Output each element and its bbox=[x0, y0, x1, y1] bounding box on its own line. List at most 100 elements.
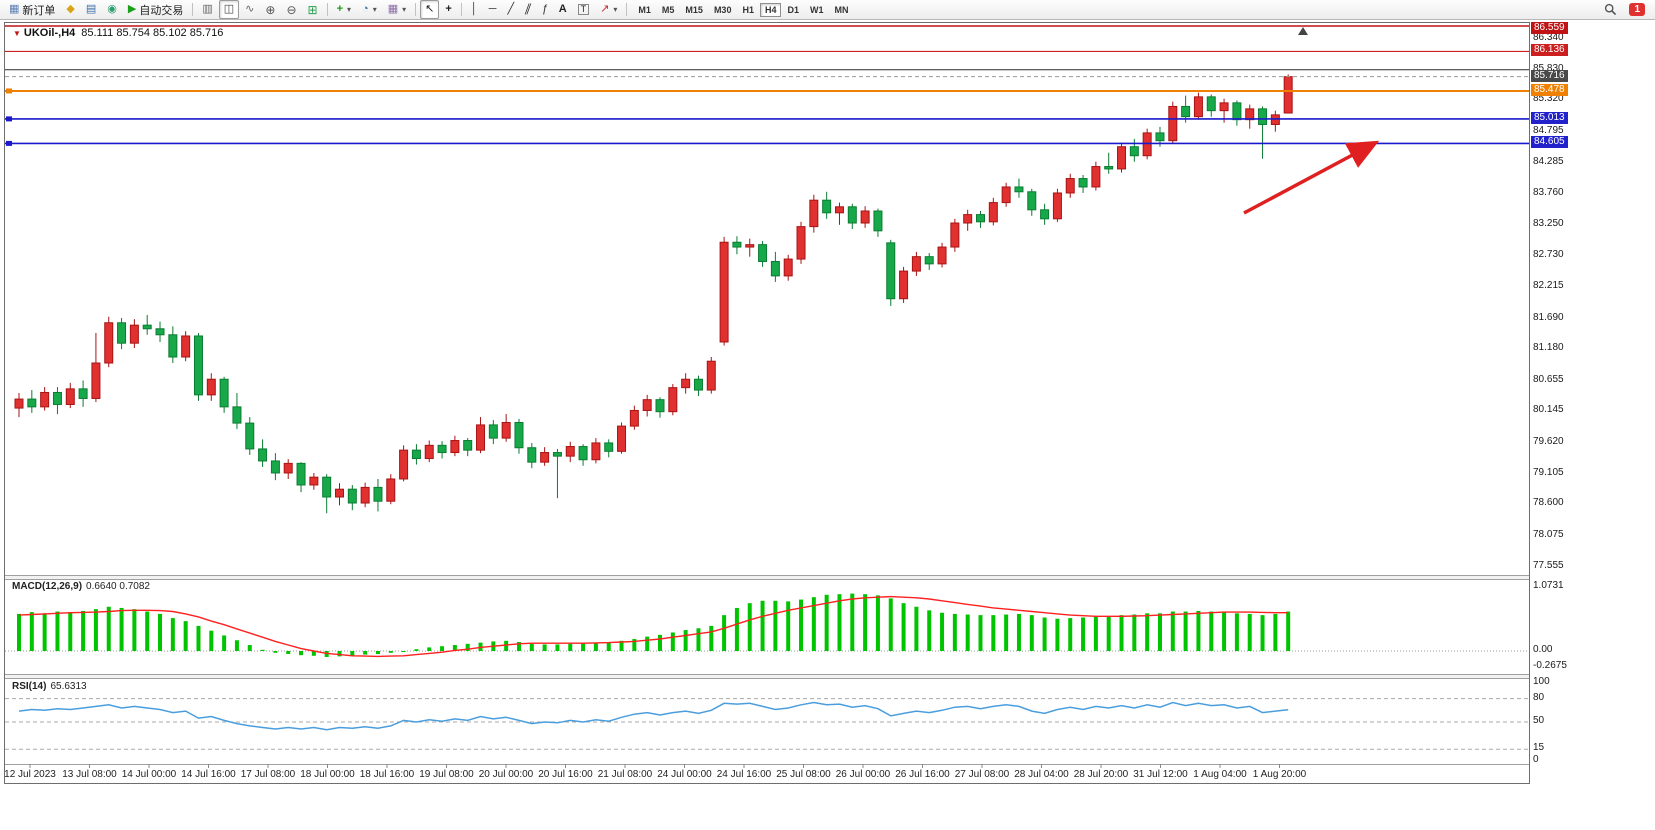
candle-body bbox=[386, 478, 396, 502]
macd-bar bbox=[465, 643, 470, 651]
candle-body bbox=[1052, 192, 1062, 220]
periods-button[interactable]: ◔ ▾ bbox=[357, 0, 382, 19]
candle-body bbox=[706, 360, 716, 391]
rsi-scale-label: 100 bbox=[1533, 676, 1550, 687]
macd-bar bbox=[1260, 615, 1265, 651]
candle-body bbox=[1245, 108, 1255, 121]
vertical-line-icon: │ bbox=[470, 3, 478, 15]
red-arrow-annotation[interactable] bbox=[1243, 140, 1380, 215]
chart-window[interactable]: ▼ UKOil-,H4 85.111 85.754 85.102 85.716 MA… bbox=[4, 22, 1530, 784]
timeframe-w1[interactable]: W1 bbox=[810, 4, 824, 15]
candle-body bbox=[117, 322, 127, 344]
cursor-button[interactable]: ↖ bbox=[420, 0, 440, 19]
candle-body bbox=[335, 488, 344, 498]
candle-body bbox=[668, 387, 678, 413]
candle-body bbox=[1206, 96, 1216, 112]
templates-button[interactable]: ▦ ▾ bbox=[383, 0, 411, 19]
candle-body bbox=[873, 210, 883, 232]
macd-bar bbox=[414, 649, 419, 651]
crosshair-button[interactable]: + bbox=[440, 0, 456, 19]
notification-badge[interactable]: 1 bbox=[1629, 3, 1645, 16]
price-badge-85.478: 85.478 bbox=[1531, 83, 1568, 96]
line-chart-button[interactable]: ∿ bbox=[240, 0, 259, 19]
macd-bar bbox=[837, 594, 842, 651]
candle-body bbox=[373, 486, 383, 502]
timeframe-m15[interactable]: M15 bbox=[685, 4, 703, 15]
candle-body bbox=[1258, 108, 1268, 125]
candle-body bbox=[270, 460, 280, 474]
timeframe-m1[interactable]: M1 bbox=[638, 4, 651, 15]
timeframe-mn[interactable]: MN bbox=[834, 4, 849, 15]
profiles-button[interactable]: ▤ bbox=[81, 0, 101, 19]
price-scale[interactable]: 86.340 85.830 85.320 84.795 84.285 83.760 83.2… bbox=[1531, 22, 1651, 784]
macd-bar bbox=[824, 594, 829, 651]
indicators-button[interactable]: + ▾ bbox=[332, 0, 356, 19]
candle-body bbox=[245, 422, 255, 450]
bar-chart-button[interactable]: ▥ bbox=[197, 0, 217, 19]
new-order-button[interactable]: ▦ 新订单 bbox=[4, 0, 60, 19]
zoom-in-button[interactable]: ⊕ bbox=[260, 0, 280, 19]
candle-body bbox=[758, 244, 768, 262]
macd-bar bbox=[1209, 611, 1214, 651]
market-watch-button[interactable]: ◆ bbox=[61, 0, 79, 19]
macd-bar bbox=[632, 639, 637, 651]
timeframe-d1[interactable]: D1 bbox=[787, 4, 799, 15]
zoom-out-button[interactable]: ⊖ bbox=[281, 0, 301, 19]
label-tool-button[interactable]: T bbox=[573, 0, 595, 19]
price-badge-84.605: 84.605 bbox=[1531, 136, 1568, 149]
candle-body bbox=[322, 476, 332, 498]
vertical-line-tool-button[interactable]: │ bbox=[466, 0, 483, 19]
candle-body bbox=[629, 409, 639, 427]
time-label: 1 Aug 20:00 bbox=[1252, 769, 1307, 780]
macd-bar bbox=[875, 595, 880, 651]
main-toolbar: ▦ 新订单 ◆ ▤ ◉ ▶ 自动交易 ▥ ◫ ∿ ⊕ ⊖ ⊞ + ▾ ◔ ▾ ▦… bbox=[0, 0, 1655, 20]
auto-trading-button[interactable]: ▶ 自动交易 bbox=[123, 0, 188, 19]
macd-name: MACD(12,26,9) bbox=[12, 581, 83, 592]
arrow-tools-button[interactable]: ↗ ▾ bbox=[595, 0, 622, 19]
chart-symbol-header: ▼ UKOil-,H4 85.111 85.754 85.102 85.716 bbox=[13, 27, 223, 39]
candle-body bbox=[1142, 132, 1152, 157]
macd-bar bbox=[81, 610, 86, 651]
macd-scale-label: 0.00 bbox=[1533, 644, 1553, 655]
timeframe-m5[interactable]: M5 bbox=[661, 4, 675, 15]
macd-bar bbox=[1196, 610, 1201, 651]
candle-body bbox=[950, 222, 960, 248]
time-label: 1 Aug 04:00 bbox=[1193, 769, 1247, 780]
candle-body bbox=[142, 324, 152, 330]
macd-bar bbox=[1068, 618, 1073, 651]
macd-bar bbox=[1042, 617, 1047, 651]
candle-body bbox=[219, 378, 229, 408]
text-tool-button[interactable]: A bbox=[554, 0, 572, 19]
candle-body bbox=[1129, 146, 1139, 157]
price-tick-label: 80.655 bbox=[1533, 373, 1564, 385]
chart-canvas[interactable] bbox=[5, 23, 1529, 783]
price-tick-label: 85.320 bbox=[1533, 93, 1564, 105]
data-window-button[interactable]: ◉ bbox=[102, 0, 122, 19]
timeframe-h1[interactable]: H1 bbox=[742, 4, 754, 15]
horizontal-line-tool-button[interactable]: ─ bbox=[484, 0, 502, 19]
candle-body bbox=[732, 241, 742, 248]
macd-bar bbox=[1286, 611, 1291, 651]
time-label: 31 Jul 12:00 bbox=[1133, 769, 1188, 780]
trendline-tool-button[interactable]: ╱ bbox=[502, 0, 519, 19]
horizontal-line-icon: ─ bbox=[488, 3, 497, 15]
macd-bar bbox=[132, 609, 137, 651]
candle-body bbox=[296, 462, 306, 486]
channel-tool-button[interactable]: ∥ bbox=[520, 0, 536, 19]
macd-bar bbox=[850, 593, 855, 651]
macd-bar bbox=[1106, 616, 1111, 651]
time-label: 14 Jul 16:00 bbox=[181, 769, 236, 780]
search-button[interactable] bbox=[1599, 0, 1622, 19]
macd-bar bbox=[734, 607, 739, 651]
candle-body bbox=[1027, 191, 1037, 211]
candle-body bbox=[693, 378, 703, 391]
candle-body bbox=[283, 462, 293, 474]
macd-bar bbox=[286, 651, 291, 654]
candle-body bbox=[655, 399, 665, 413]
tile-windows-button[interactable]: ⊞ bbox=[303, 0, 323, 19]
candlestick-chart-button[interactable]: ◫ bbox=[218, 0, 240, 19]
candle-body bbox=[565, 446, 575, 457]
timeframe-m30[interactable]: M30 bbox=[713, 4, 732, 15]
fibonacci-tool-button[interactable]: ƒ bbox=[537, 0, 553, 19]
timeframe-h4[interactable]: H4 bbox=[759, 2, 782, 17]
